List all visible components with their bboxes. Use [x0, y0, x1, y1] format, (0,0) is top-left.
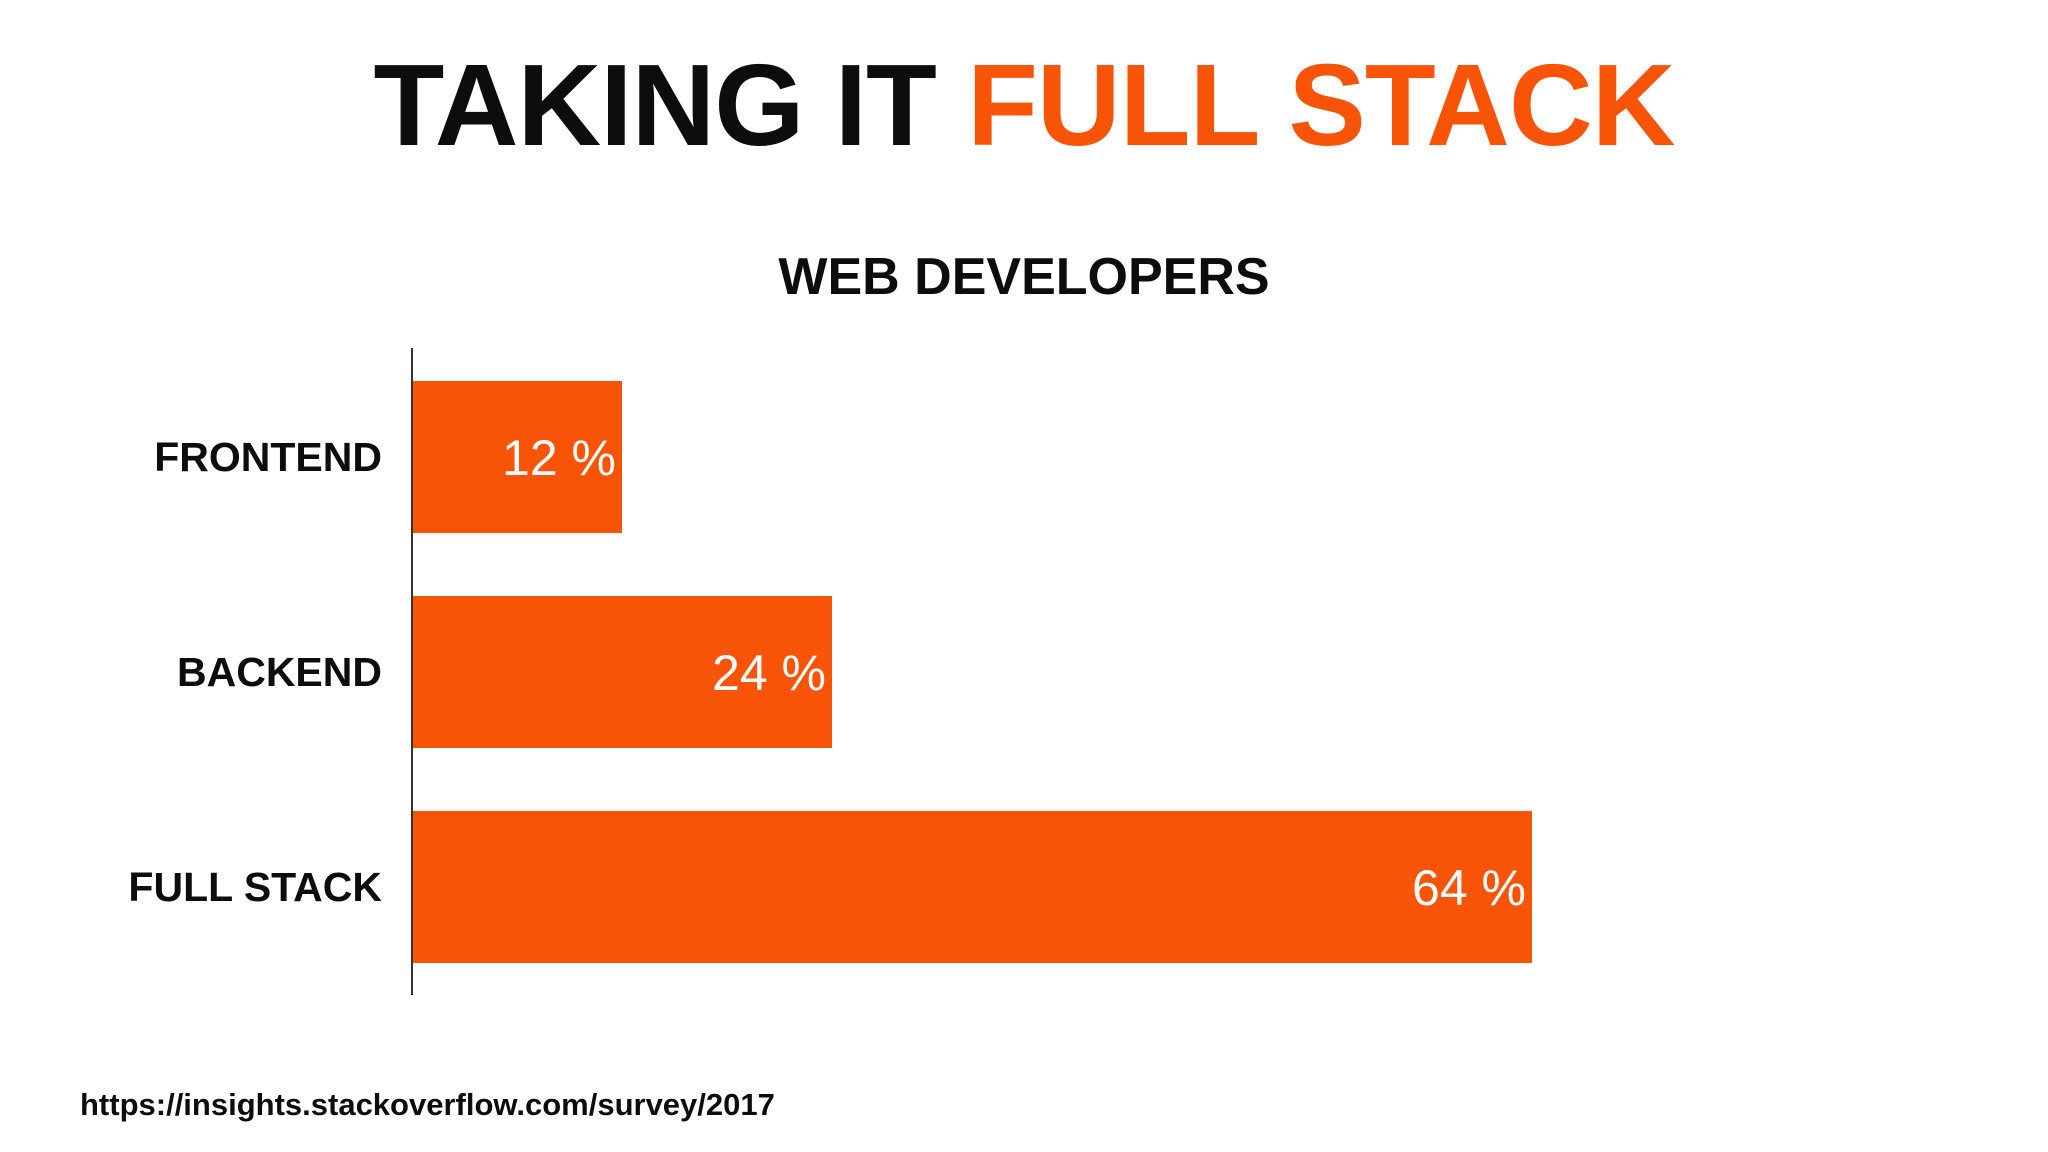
bar-backend: [412, 596, 832, 748]
category-label-frontend: FRONTEND: [154, 434, 382, 480]
category-label-backend: BACKEND: [177, 649, 382, 695]
bar-frontend: [412, 381, 622, 533]
source-url: https://insights.stackoverflow.com/surve…: [80, 1087, 775, 1122]
slide-title-part-2: FULL STACK: [967, 40, 1675, 170]
slide-title-part-1: TAKING IT: [373, 40, 937, 170]
category-label-full-stack: FULL STACK: [128, 864, 382, 910]
chart-title: WEB DEVELOPERS: [778, 248, 1270, 306]
value-label-backend: 24 %: [712, 645, 826, 701]
value-label-frontend: 12 %: [502, 430, 616, 486]
slide-title: TAKING IT FULL STACK: [0, 40, 2048, 170]
value-label-full-stack: 64 %: [1412, 860, 1526, 916]
bar-full-stack: [412, 811, 1532, 963]
